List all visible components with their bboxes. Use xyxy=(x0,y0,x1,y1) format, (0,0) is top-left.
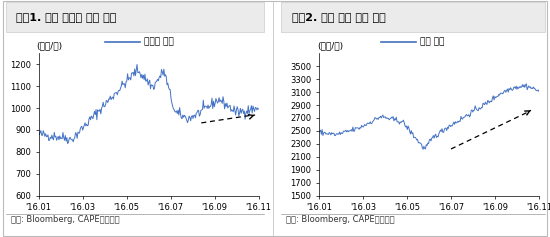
Text: (달러/톤): (달러/톤) xyxy=(36,41,63,50)
Text: (달러/톤): (달러/톤) xyxy=(317,41,343,50)
Text: 대두유 가격: 대두유 가격 xyxy=(144,37,174,46)
Text: 그림2. 국제 팜유 가격 추이: 그림2. 국제 팜유 가격 추이 xyxy=(292,12,385,22)
Text: 팜유 가격: 팜유 가격 xyxy=(420,37,444,46)
Text: 자료: Bloomberg, CAPE투자증권: 자료: Bloomberg, CAPE투자증권 xyxy=(11,215,120,224)
Text: 그림1. 국제 대두유 가격 추이: 그림1. 국제 대두유 가격 추이 xyxy=(16,12,117,22)
Text: 자료: Bloomberg, CAPE투자증권: 자료: Bloomberg, CAPE투자증권 xyxy=(286,215,395,224)
